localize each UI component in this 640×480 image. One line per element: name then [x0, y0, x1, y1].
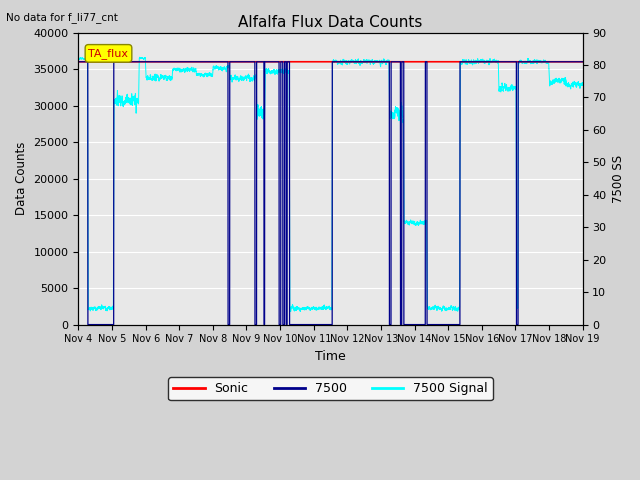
Text: TA_flux: TA_flux	[88, 48, 129, 59]
Title: Alfalfa Flux Data Counts: Alfalfa Flux Data Counts	[238, 15, 422, 30]
Y-axis label: Data Counts: Data Counts	[15, 142, 28, 215]
X-axis label: Time: Time	[315, 350, 346, 363]
Legend: Sonic, 7500, 7500 Signal: Sonic, 7500, 7500 Signal	[168, 377, 493, 400]
Text: No data for f_li77_cnt: No data for f_li77_cnt	[6, 12, 118, 23]
Y-axis label: 7500 SS: 7500 SS	[612, 155, 625, 203]
